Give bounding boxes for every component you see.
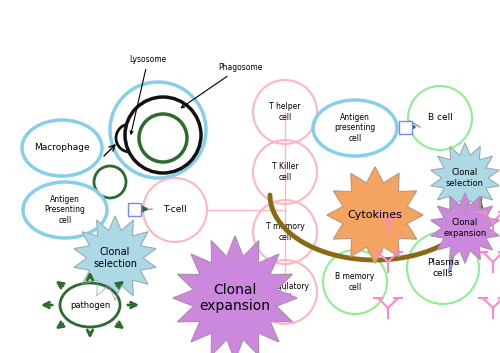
Polygon shape xyxy=(327,167,423,263)
Text: Plasma
cells: Plasma cells xyxy=(427,258,459,278)
Text: Macrophage: Macrophage xyxy=(34,144,90,152)
Text: Phagosome: Phagosome xyxy=(182,63,262,108)
Text: Clonal
selection: Clonal selection xyxy=(446,168,484,188)
Text: Clonal
expansion: Clonal expansion xyxy=(200,283,270,313)
Polygon shape xyxy=(431,143,499,213)
Text: Clonal
selection: Clonal selection xyxy=(93,247,137,269)
Text: Clonal
expansion: Clonal expansion xyxy=(444,218,486,238)
Circle shape xyxy=(125,97,201,173)
FancyBboxPatch shape xyxy=(128,203,141,216)
Text: T regulatory
cell: T regulatory cell xyxy=(262,282,308,302)
Text: Antigen
Presenting
cell: Antigen Presenting cell xyxy=(44,195,86,225)
Text: Lysosome: Lysosome xyxy=(130,55,166,134)
Ellipse shape xyxy=(60,283,120,327)
Text: T memory
cell: T memory cell xyxy=(266,222,304,242)
Polygon shape xyxy=(431,193,499,263)
Text: B memory
cell: B memory cell xyxy=(336,272,374,292)
Text: Antigen
presenting
cell: Antigen presenting cell xyxy=(334,113,376,143)
Text: pathogen: pathogen xyxy=(70,300,110,310)
Text: T-cell: T-cell xyxy=(163,205,187,215)
Polygon shape xyxy=(74,216,156,300)
Text: T helper
cell: T helper cell xyxy=(269,102,301,122)
Circle shape xyxy=(139,114,187,162)
Polygon shape xyxy=(173,236,297,353)
Text: Cytokines: Cytokines xyxy=(348,210,403,220)
Text: B cell: B cell xyxy=(428,114,452,122)
Text: T Killer
cell: T Killer cell xyxy=(272,162,298,182)
FancyBboxPatch shape xyxy=(399,121,412,134)
